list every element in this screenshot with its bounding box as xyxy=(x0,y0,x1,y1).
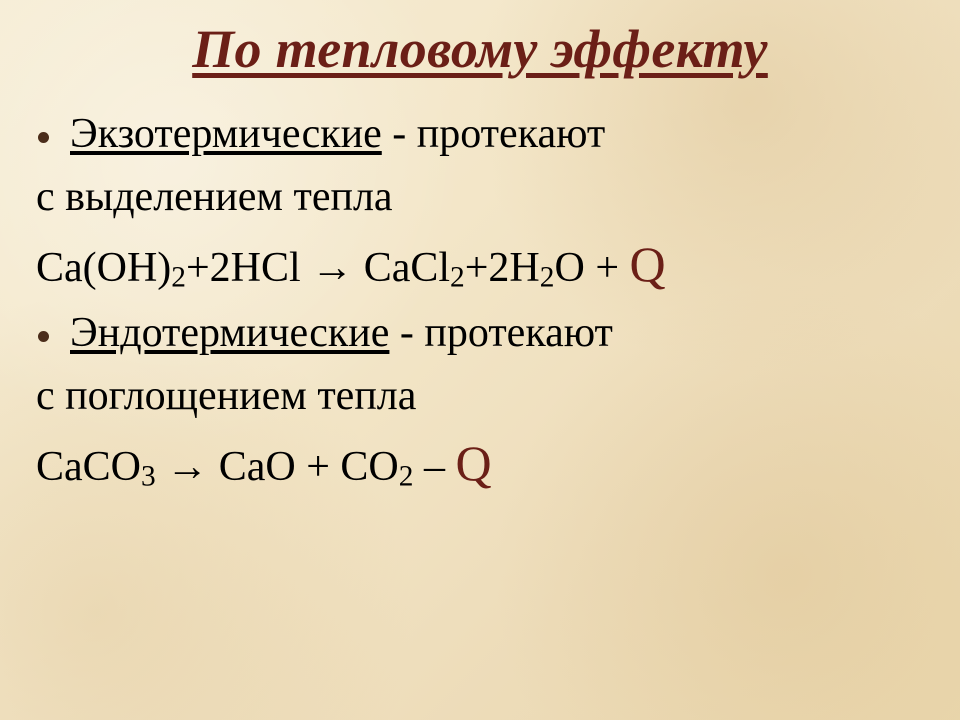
heat-q: Q xyxy=(630,236,666,292)
eq-text: +2HCl xyxy=(186,245,311,291)
eq-text: +2H xyxy=(465,245,540,291)
bullet-item: Экзотермические - протекают xyxy=(36,106,924,163)
arrow-icon: → xyxy=(311,243,353,290)
slide-title: По тепловому эффекту xyxy=(36,18,924,80)
description-line: с выделением тепла xyxy=(36,169,924,226)
slide-content: Экзотермические - протекают с выделением… xyxy=(36,106,924,498)
reaction-equation: CaCO3 → CaO + CO2 – Q xyxy=(36,430,924,498)
eq-text: – xyxy=(413,444,455,490)
term-endothermic: Эндотермические xyxy=(70,310,389,356)
eq-lhs: CaCO xyxy=(36,444,141,490)
bullet-icon xyxy=(38,331,49,342)
eq-rhs: CaO + CO xyxy=(208,444,399,490)
slide: По тепловому эффекту Экзотермические - п… xyxy=(0,0,960,720)
eq-sub: 2 xyxy=(171,262,186,294)
eq-sub: 2 xyxy=(399,461,414,493)
term-suffix: - протекают xyxy=(382,111,606,157)
reaction-equation: Ca(OH)2+2HCl → CaCl2+2H2O + Q xyxy=(36,231,924,299)
eq-sub: 2 xyxy=(540,262,555,294)
eq-sub: 3 xyxy=(141,461,156,493)
eq-lhs: Ca(OH) xyxy=(36,245,171,291)
eq-sub: 2 xyxy=(450,262,465,294)
eq-text: O + xyxy=(554,245,629,291)
heat-q: Q xyxy=(455,435,491,491)
eq-text xyxy=(156,444,167,490)
term-suffix: - протекают xyxy=(389,310,613,356)
bullet-item: Эндотермические - протекают xyxy=(36,305,924,362)
bullet-icon xyxy=(38,132,49,143)
term-exothermic: Экзотермические xyxy=(70,111,382,157)
description-line: с поглощением тепла xyxy=(36,368,924,425)
arrow-icon: → xyxy=(166,442,208,489)
eq-rhs: CaCl xyxy=(353,245,450,291)
